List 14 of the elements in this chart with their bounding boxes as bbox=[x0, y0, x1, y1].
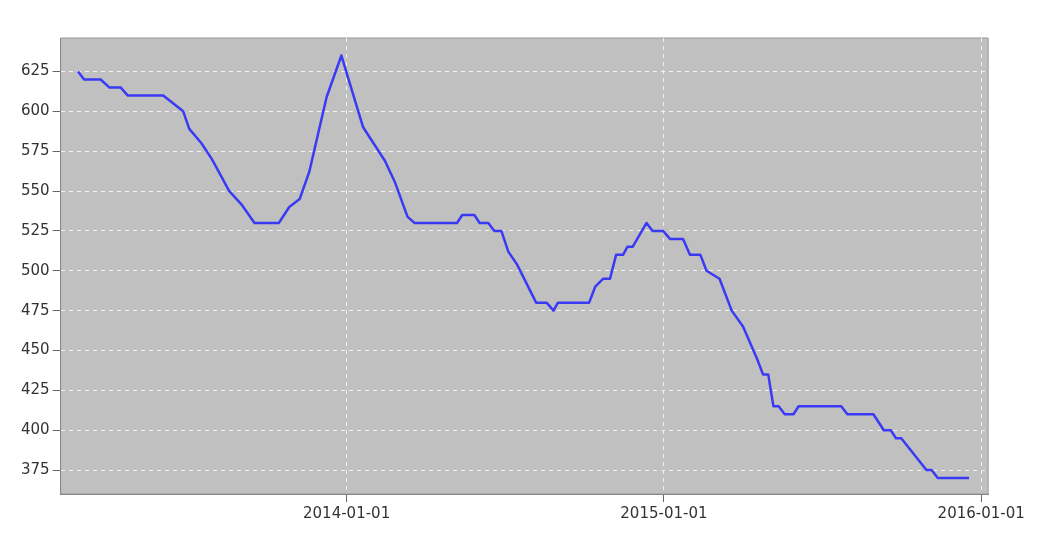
x-tick-label: 2016-01-01 bbox=[937, 503, 1025, 522]
y-tick-label: 500 bbox=[20, 260, 50, 279]
y-tick-label: 400 bbox=[20, 420, 50, 439]
y-tick-label: 575 bbox=[20, 141, 50, 160]
y-tick-label: 525 bbox=[20, 220, 50, 239]
x-tick-label: 2014-01-01 bbox=[303, 503, 391, 522]
y-tick-label: 450 bbox=[20, 340, 50, 359]
y-tick-label: 425 bbox=[20, 380, 50, 399]
y-tick-label: 600 bbox=[20, 101, 50, 120]
x-tick-label: 2015-01-01 bbox=[620, 503, 708, 522]
y-tick-label: 375 bbox=[20, 459, 50, 478]
y-tick-label: 625 bbox=[20, 61, 50, 80]
y-tick-label: 550 bbox=[20, 180, 50, 199]
y-tick-label: 475 bbox=[20, 300, 50, 319]
